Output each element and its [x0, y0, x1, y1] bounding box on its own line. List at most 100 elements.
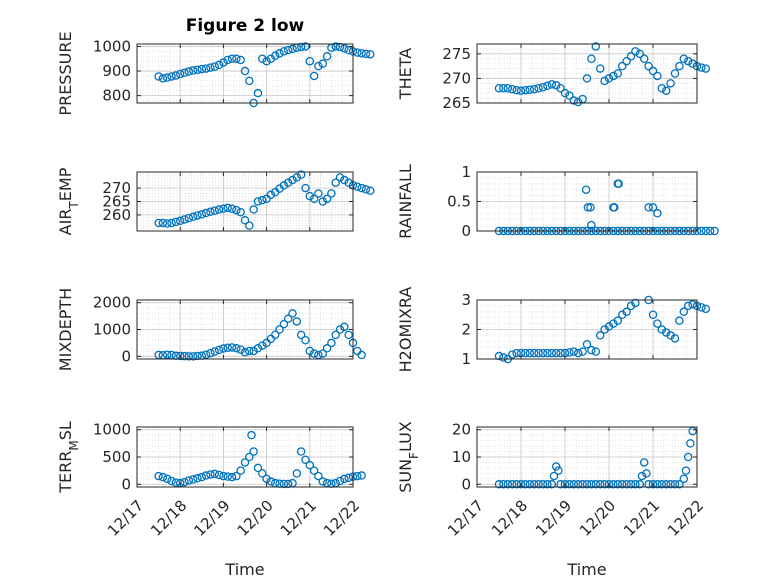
data-point: [670, 334, 680, 343]
x-tick-label: 12/21: [620, 497, 663, 540]
data-point: [366, 50, 375, 59]
data-point: [314, 61, 323, 71]
data-point: [609, 203, 618, 212]
y-tick-label: 265: [442, 94, 471, 112]
data-point: [353, 182, 362, 191]
data-point: [653, 480, 662, 489]
data-point: [543, 480, 552, 489]
data-point: [357, 471, 366, 480]
data-point: [301, 42, 310, 51]
data-point: [529, 84, 539, 94]
data-point: [591, 347, 601, 356]
data-point: [538, 83, 548, 92]
data-point: [210, 469, 220, 479]
data-point: [175, 351, 185, 361]
data-point: [258, 341, 267, 350]
data-point: [587, 345, 596, 355]
data-point: [556, 348, 565, 358]
panel-row3-left: 0 1000 2000 MIXDEPTH: [56, 288, 366, 371]
data-point: [639, 458, 649, 467]
data-point: [227, 204, 237, 213]
data-point: [175, 216, 185, 226]
data-point: [258, 195, 267, 205]
data-point: [236, 207, 245, 217]
data-point: [340, 175, 349, 185]
panel-top-left: 800 900 1000 PRESSURE: [56, 31, 375, 116]
data-point: [214, 345, 224, 355]
data-point: [223, 343, 232, 352]
data-point: [538, 348, 548, 358]
data-point: [193, 351, 202, 361]
x-tick-label: 12/19: [532, 497, 575, 540]
y-axis-label: RAINFALL: [396, 164, 415, 239]
data-point: [521, 85, 530, 95]
data-point: [227, 54, 237, 64]
data-point: [184, 352, 194, 361]
data-point: [279, 47, 289, 56]
data-point: [162, 73, 172, 82]
data-point: [232, 344, 241, 353]
x-tick-label: 12/17: [104, 497, 147, 540]
data-point: [283, 479, 293, 489]
data-point: [318, 197, 328, 206]
data-point: [609, 71, 618, 81]
data-point: [675, 316, 684, 325]
data-point: [210, 206, 220, 215]
data-point: [499, 353, 508, 362]
data-point: [245, 76, 254, 86]
data-point: [578, 347, 587, 356]
data-point: [227, 472, 237, 482]
data-point: [270, 51, 280, 61]
data-point: [197, 472, 207, 482]
data-point: [188, 212, 198, 222]
data-point: [534, 480, 543, 489]
y-tick-label: 0.5: [447, 193, 471, 211]
data-point: [331, 178, 340, 187]
data-point: [335, 173, 345, 182]
data-point: [158, 74, 168, 83]
data-point: [201, 471, 211, 480]
data-point: [296, 447, 306, 456]
axes-box: [476, 43, 698, 104]
data-point: [335, 325, 345, 334]
data-point: [262, 56, 271, 66]
data-point: [223, 203, 232, 213]
data-point: [309, 71, 319, 81]
x-tick-label: 12/19: [190, 497, 233, 540]
data-point: [167, 72, 176, 81]
data-point: [551, 462, 561, 471]
data-point: [507, 480, 517, 489]
data-point: [644, 61, 653, 71]
data-point: [180, 215, 189, 224]
data-point: [573, 348, 583, 358]
data-point: [705, 226, 715, 236]
data-point: [697, 63, 706, 72]
y-axis-label: THETA: [396, 48, 415, 100]
data-point: [219, 471, 228, 481]
data-point: [534, 84, 543, 93]
data-point: [184, 213, 194, 223]
data-point: [357, 49, 366, 58]
y-tick-label: 10: [452, 448, 471, 466]
data-point: [184, 476, 194, 485]
y-tick-label: 270: [442, 69, 471, 87]
data-point: [679, 474, 689, 484]
data-point: [639, 54, 649, 64]
x-axis-label: Time: [224, 560, 264, 579]
data-point: [258, 469, 267, 478]
data-point: [547, 348, 557, 358]
data-point: [583, 203, 593, 212]
data-point: [296, 42, 306, 52]
data-point: [171, 478, 181, 487]
data-point: [206, 470, 215, 479]
data-point: [279, 181, 289, 190]
data-point: [353, 471, 362, 481]
data-point: [653, 319, 662, 328]
data-point: [283, 178, 293, 187]
data-point: [666, 79, 675, 88]
data-point: [701, 64, 711, 73]
data-point: [344, 473, 353, 482]
data-point: [591, 480, 601, 489]
x-axis-label: Time: [566, 560, 606, 579]
